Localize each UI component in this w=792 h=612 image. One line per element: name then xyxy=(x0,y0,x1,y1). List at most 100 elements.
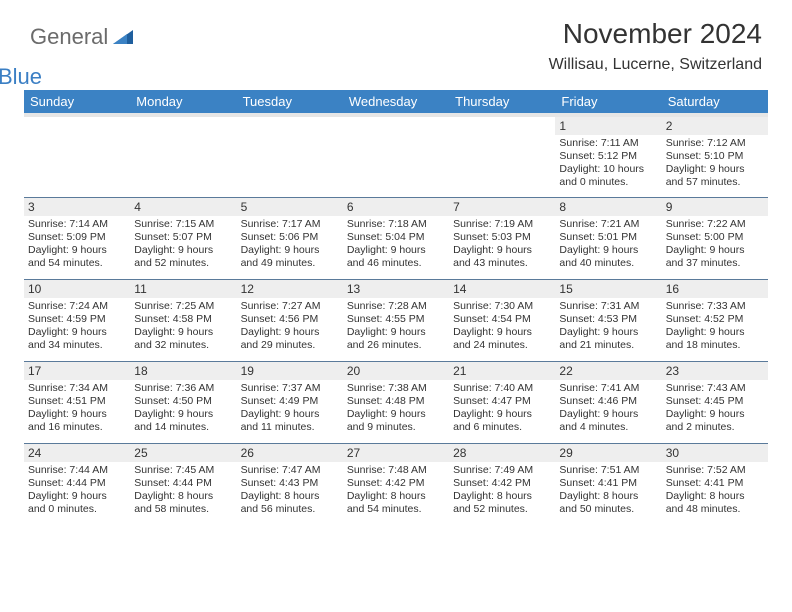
day-info: Sunrise: 7:38 AMSunset: 4:48 PMDaylight:… xyxy=(343,380,449,439)
calendar-day-cell: 19Sunrise: 7:37 AMSunset: 4:49 PMDayligh… xyxy=(237,361,343,443)
calendar-week-row: 24Sunrise: 7:44 AMSunset: 4:44 PMDayligh… xyxy=(24,443,768,525)
calendar-week-row: 3Sunrise: 7:14 AMSunset: 5:09 PMDaylight… xyxy=(24,197,768,279)
day-info: Sunrise: 7:14 AMSunset: 5:09 PMDaylight:… xyxy=(24,216,130,275)
daylight-line: Daylight: 9 hours and 16 minutes. xyxy=(28,408,126,434)
daylight-line: Daylight: 9 hours and 0 minutes. xyxy=(28,490,126,516)
calendar-day-cell: 29Sunrise: 7:51 AMSunset: 4:41 PMDayligh… xyxy=(555,443,661,525)
calendar-week-row: 1Sunrise: 7:11 AMSunset: 5:12 PMDaylight… xyxy=(24,115,768,197)
day-number: 10 xyxy=(24,280,130,298)
calendar-week-row: 10Sunrise: 7:24 AMSunset: 4:59 PMDayligh… xyxy=(24,279,768,361)
calendar-day-cell: 4Sunrise: 7:15 AMSunset: 5:07 PMDaylight… xyxy=(130,197,236,279)
calendar-week-row: 17Sunrise: 7:34 AMSunset: 4:51 PMDayligh… xyxy=(24,361,768,443)
daylight-line: Daylight: 9 hours and 52 minutes. xyxy=(134,244,232,270)
daylight-line: Daylight: 9 hours and 9 minutes. xyxy=(347,408,445,434)
sunrise-line: Sunrise: 7:44 AM xyxy=(28,464,126,477)
day-info: Sunrise: 7:48 AMSunset: 4:42 PMDaylight:… xyxy=(343,462,449,521)
sunset-line: Sunset: 4:44 PM xyxy=(134,477,232,490)
calendar-day-cell: 2Sunrise: 7:12 AMSunset: 5:10 PMDaylight… xyxy=(662,115,768,197)
brand-part2: Blue xyxy=(0,64,42,89)
day-info: Sunrise: 7:49 AMSunset: 4:42 PMDaylight:… xyxy=(449,462,555,521)
daylight-line: Daylight: 9 hours and 6 minutes. xyxy=(453,408,551,434)
calendar-day-cell: 9Sunrise: 7:22 AMSunset: 5:00 PMDaylight… xyxy=(662,197,768,279)
sunset-line: Sunset: 4:55 PM xyxy=(347,313,445,326)
day-number: 11 xyxy=(130,280,236,298)
sunset-line: Sunset: 4:54 PM xyxy=(453,313,551,326)
sunrise-line: Sunrise: 7:47 AM xyxy=(241,464,339,477)
sunrise-line: Sunrise: 7:12 AM xyxy=(666,137,764,150)
sunrise-line: Sunrise: 7:41 AM xyxy=(559,382,657,395)
calendar-day-cell: 5Sunrise: 7:17 AMSunset: 5:06 PMDaylight… xyxy=(237,197,343,279)
day-number: 16 xyxy=(662,280,768,298)
sunset-line: Sunset: 4:58 PM xyxy=(134,313,232,326)
sunset-line: Sunset: 5:04 PM xyxy=(347,231,445,244)
day-number: 20 xyxy=(343,362,449,380)
sunrise-line: Sunrise: 7:18 AM xyxy=(347,218,445,231)
day-number: 5 xyxy=(237,198,343,216)
daylight-line: Daylight: 9 hours and 37 minutes. xyxy=(666,244,764,270)
sunrise-line: Sunrise: 7:33 AM xyxy=(666,300,764,313)
weekday-header: Tuesday xyxy=(237,90,343,115)
daylight-line: Daylight: 9 hours and 4 minutes. xyxy=(559,408,657,434)
sunrise-line: Sunrise: 7:38 AM xyxy=(347,382,445,395)
sunrise-line: Sunrise: 7:30 AM xyxy=(453,300,551,313)
day-number: 14 xyxy=(449,280,555,298)
sunset-line: Sunset: 5:06 PM xyxy=(241,231,339,244)
sunrise-line: Sunrise: 7:27 AM xyxy=(241,300,339,313)
sunrise-line: Sunrise: 7:11 AM xyxy=(559,137,657,150)
daylight-line: Daylight: 8 hours and 52 minutes. xyxy=(453,490,551,516)
sunset-line: Sunset: 5:03 PM xyxy=(453,231,551,244)
day-number: 15 xyxy=(555,280,661,298)
sunset-line: Sunset: 5:10 PM xyxy=(666,150,764,163)
logo-triangle-icon xyxy=(113,26,133,49)
day-info: Sunrise: 7:44 AMSunset: 4:44 PMDaylight:… xyxy=(24,462,130,521)
daylight-line: Daylight: 9 hours and 11 minutes. xyxy=(241,408,339,434)
day-info: Sunrise: 7:36 AMSunset: 4:50 PMDaylight:… xyxy=(130,380,236,439)
daylight-line: Daylight: 9 hours and 24 minutes. xyxy=(453,326,551,352)
day-number: 28 xyxy=(449,444,555,462)
day-number: 24 xyxy=(24,444,130,462)
calendar-day-cell: 20Sunrise: 7:38 AMSunset: 4:48 PMDayligh… xyxy=(343,361,449,443)
sunset-line: Sunset: 4:42 PM xyxy=(453,477,551,490)
day-number: 25 xyxy=(130,444,236,462)
calendar-day-cell: 10Sunrise: 7:24 AMSunset: 4:59 PMDayligh… xyxy=(24,279,130,361)
day-number: 19 xyxy=(237,362,343,380)
day-number: 30 xyxy=(662,444,768,462)
calendar-empty-cell xyxy=(237,115,343,197)
day-number: 21 xyxy=(449,362,555,380)
sunset-line: Sunset: 4:43 PM xyxy=(241,477,339,490)
calendar-day-cell: 25Sunrise: 7:45 AMSunset: 4:44 PMDayligh… xyxy=(130,443,236,525)
daylight-line: Daylight: 9 hours and 29 minutes. xyxy=(241,326,339,352)
day-info: Sunrise: 7:30 AMSunset: 4:54 PMDaylight:… xyxy=(449,298,555,357)
sunset-line: Sunset: 4:45 PM xyxy=(666,395,764,408)
calendar-day-cell: 24Sunrise: 7:44 AMSunset: 4:44 PMDayligh… xyxy=(24,443,130,525)
day-info: Sunrise: 7:37 AMSunset: 4:49 PMDaylight:… xyxy=(237,380,343,439)
day-info: Sunrise: 7:40 AMSunset: 4:47 PMDaylight:… xyxy=(449,380,555,439)
calendar-day-cell: 1Sunrise: 7:11 AMSunset: 5:12 PMDaylight… xyxy=(555,115,661,197)
sunset-line: Sunset: 4:52 PM xyxy=(666,313,764,326)
weekday-header: Wednesday xyxy=(343,90,449,115)
day-info: Sunrise: 7:47 AMSunset: 4:43 PMDaylight:… xyxy=(237,462,343,521)
daylight-line: Daylight: 10 hours and 0 minutes. xyxy=(559,163,657,189)
sunrise-line: Sunrise: 7:34 AM xyxy=(28,382,126,395)
sunset-line: Sunset: 5:12 PM xyxy=(559,150,657,163)
sunrise-line: Sunrise: 7:15 AM xyxy=(134,218,232,231)
daylight-line: Daylight: 8 hours and 54 minutes. xyxy=(347,490,445,516)
daylight-line: Daylight: 9 hours and 43 minutes. xyxy=(453,244,551,270)
sunrise-line: Sunrise: 7:43 AM xyxy=(666,382,764,395)
day-number: 22 xyxy=(555,362,661,380)
daylight-line: Daylight: 9 hours and 2 minutes. xyxy=(666,408,764,434)
calendar-day-cell: 7Sunrise: 7:19 AMSunset: 5:03 PMDaylight… xyxy=(449,197,555,279)
sunset-line: Sunset: 4:47 PM xyxy=(453,395,551,408)
sunrise-line: Sunrise: 7:14 AM xyxy=(28,218,126,231)
day-info: Sunrise: 7:33 AMSunset: 4:52 PMDaylight:… xyxy=(662,298,768,357)
day-number: 29 xyxy=(555,444,661,462)
day-number: 2 xyxy=(662,117,768,135)
day-number: 3 xyxy=(24,198,130,216)
sunset-line: Sunset: 4:50 PM xyxy=(134,395,232,408)
sunrise-line: Sunrise: 7:19 AM xyxy=(453,218,551,231)
day-number: 6 xyxy=(343,198,449,216)
weekday-header: Thursday xyxy=(449,90,555,115)
calendar-day-cell: 22Sunrise: 7:41 AMSunset: 4:46 PMDayligh… xyxy=(555,361,661,443)
day-number: 9 xyxy=(662,198,768,216)
sunrise-line: Sunrise: 7:25 AM xyxy=(134,300,232,313)
